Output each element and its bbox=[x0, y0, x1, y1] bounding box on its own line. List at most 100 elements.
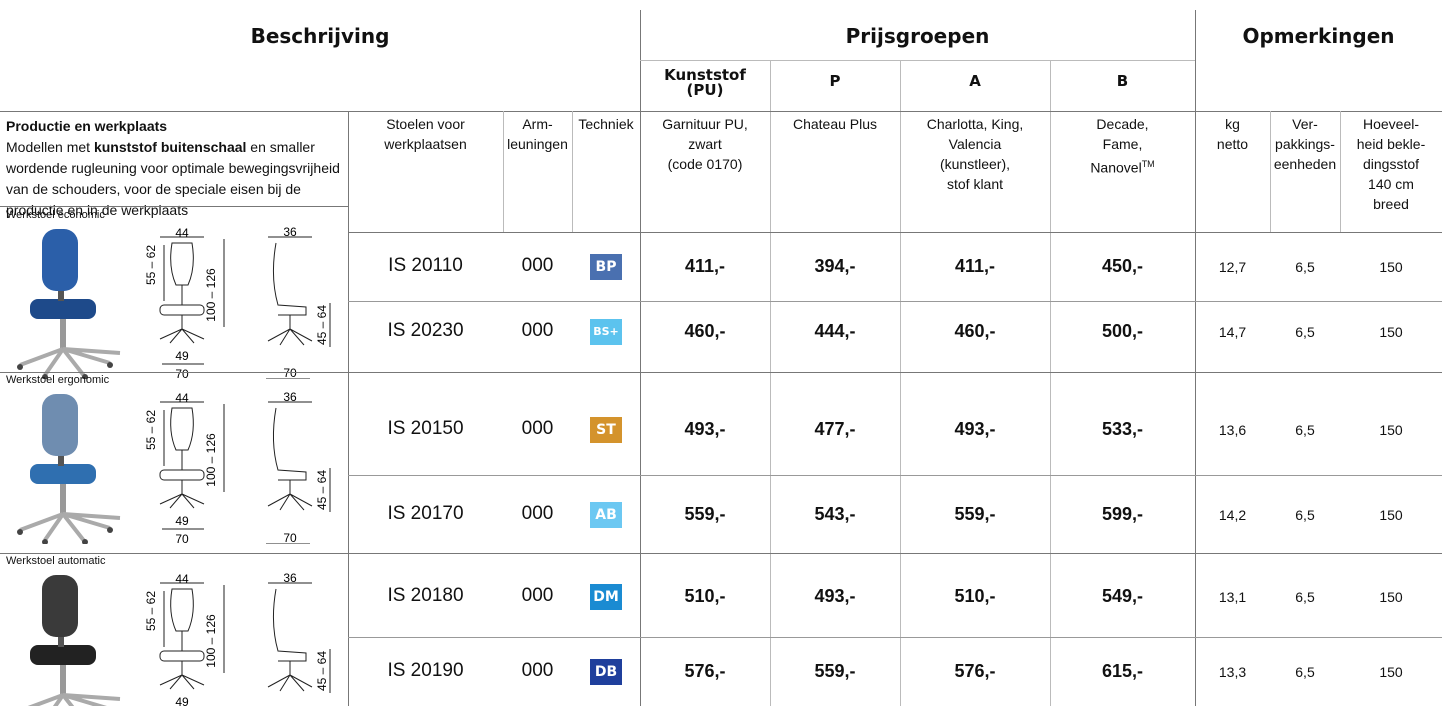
rule bbox=[900, 60, 901, 706]
price: 543,- bbox=[770, 504, 900, 525]
column-description: Hoeveel- heid bekle- dingsstof 140 cm br… bbox=[1340, 114, 1442, 214]
armrest-code: 000 bbox=[503, 503, 572, 525]
weight: 14,2 bbox=[1195, 507, 1270, 523]
dimension-label: 49 bbox=[175, 514, 189, 528]
column-description: Chateau Plus bbox=[770, 114, 900, 134]
armrest-code: 000 bbox=[503, 255, 572, 277]
price: 493,- bbox=[900, 419, 1050, 440]
technique-badge: BS+ bbox=[590, 319, 622, 345]
section-header: Opmerkingen bbox=[1195, 24, 1442, 48]
column-description: kg netto bbox=[1195, 114, 1270, 154]
rule bbox=[348, 232, 1442, 233]
dimension-label: 70 bbox=[175, 532, 189, 544]
price: 460,- bbox=[640, 321, 770, 342]
price-group-header: P bbox=[770, 74, 900, 89]
armrest-code: 000 bbox=[503, 585, 572, 607]
fabric-amount: 150 bbox=[1340, 324, 1442, 340]
technique-badge: DB bbox=[590, 659, 622, 685]
dimension-label: 45 – 64 bbox=[315, 651, 329, 691]
intro-title: Productie en werkplaats bbox=[6, 118, 167, 134]
dimension-label: 36 bbox=[283, 225, 297, 239]
chair-photo bbox=[17, 394, 120, 544]
rule bbox=[640, 60, 1195, 61]
price: 460,- bbox=[900, 321, 1050, 342]
price: 559,- bbox=[640, 504, 770, 525]
armrest-code: 000 bbox=[503, 418, 572, 440]
weight: 13,3 bbox=[1195, 664, 1270, 680]
article-code: IS 20180 bbox=[348, 585, 503, 607]
price-group-header: Kunststof (PU) bbox=[640, 68, 770, 98]
dimension-label: 70 bbox=[283, 531, 297, 544]
packaging-units: 6,5 bbox=[1270, 422, 1340, 438]
rule bbox=[1270, 111, 1271, 232]
packaging-units: 6,5 bbox=[1270, 664, 1340, 680]
article-code: IS 20170 bbox=[348, 503, 503, 525]
price: 444,- bbox=[770, 321, 900, 342]
fabric-amount: 150 bbox=[1340, 589, 1442, 605]
weight: 13,6 bbox=[1195, 422, 1270, 438]
price: 559,- bbox=[900, 504, 1050, 525]
dimension-label: 45 – 64 bbox=[315, 470, 329, 510]
packaging-units: 6,5 bbox=[1270, 589, 1340, 605]
rule bbox=[572, 111, 573, 232]
price: 615,- bbox=[1050, 661, 1195, 682]
dimension-label: 49 bbox=[175, 349, 189, 363]
packaging-units: 6,5 bbox=[1270, 259, 1340, 275]
dimension-label: 44 bbox=[175, 226, 189, 240]
price: 493,- bbox=[640, 419, 770, 440]
dimension-label: 100 – 126 bbox=[204, 268, 218, 322]
price: 576,- bbox=[900, 661, 1050, 682]
column-description: Charlotta, King, Valencia (kunstleer), s… bbox=[900, 114, 1050, 194]
intro-bold: kunststof buitenschaal bbox=[94, 139, 246, 155]
price-group-header: B bbox=[1050, 74, 1195, 89]
fabric-amount: 150 bbox=[1340, 664, 1442, 680]
rule bbox=[770, 60, 771, 706]
rule bbox=[348, 637, 1442, 638]
section-header: Beschrijving bbox=[0, 24, 640, 48]
weight: 12,7 bbox=[1195, 259, 1270, 275]
rule bbox=[1050, 60, 1051, 706]
fabric-amount: 150 bbox=[1340, 259, 1442, 275]
price: 394,- bbox=[770, 256, 900, 277]
column-description: Garnituur PU, zwart (code 0170) bbox=[640, 114, 770, 174]
weight: 14,7 bbox=[1195, 324, 1270, 340]
price: 533,- bbox=[1050, 419, 1195, 440]
column-description: Stoelen voor werkplaatsen bbox=[348, 114, 503, 154]
price: 450,- bbox=[1050, 256, 1195, 277]
armrest-code: 000 bbox=[503, 660, 572, 682]
technique-badge: BP bbox=[590, 254, 622, 280]
article-code: IS 20230 bbox=[348, 320, 503, 342]
technique-badge: ST bbox=[590, 417, 622, 443]
intro-text: Modellen met bbox=[6, 139, 94, 155]
dimension-label: 44 bbox=[175, 572, 189, 586]
price: 549,- bbox=[1050, 586, 1195, 607]
column-description: Ver- pakkings- eenheden bbox=[1270, 114, 1340, 174]
dimension-label: 36 bbox=[283, 571, 297, 585]
article-code: IS 20190 bbox=[348, 660, 503, 682]
price: 411,- bbox=[900, 256, 1050, 277]
price: 576,- bbox=[640, 661, 770, 682]
dimension-label: 100 – 126 bbox=[204, 433, 218, 487]
rule bbox=[348, 475, 1442, 476]
dimension-label: 55 – 62 bbox=[144, 245, 158, 285]
column-description: Decade, Fame, NanovelTM bbox=[1050, 114, 1195, 178]
technique-badge: AB bbox=[590, 502, 622, 528]
article-code: IS 20150 bbox=[348, 418, 503, 440]
dimension-label: 36 bbox=[283, 390, 297, 404]
dimension-label: 55 – 62 bbox=[144, 410, 158, 450]
column-description: Techniek bbox=[572, 114, 640, 134]
chair-photo bbox=[17, 575, 120, 706]
rule bbox=[1340, 111, 1341, 232]
price: 559,- bbox=[770, 661, 900, 682]
rule bbox=[348, 301, 1442, 302]
packaging-units: 6,5 bbox=[1270, 324, 1340, 340]
chair-drawing: 4455 – 62100 – 12649703645 – 6470 bbox=[0, 207, 340, 379]
article-code: IS 20110 bbox=[348, 255, 503, 277]
dimension-label: 45 – 64 bbox=[315, 305, 329, 345]
column-description: Arm- leuningen bbox=[503, 114, 572, 154]
rule bbox=[348, 111, 349, 706]
price-group-header: A bbox=[900, 74, 1050, 89]
rule bbox=[503, 111, 504, 232]
